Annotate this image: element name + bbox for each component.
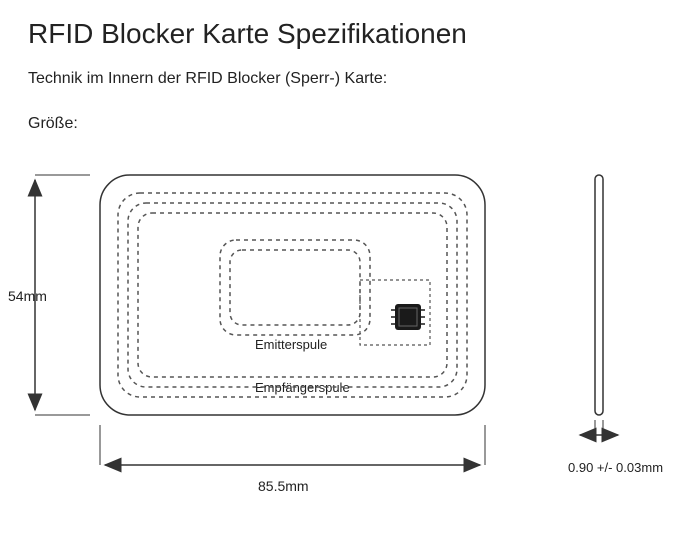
technical-diagram bbox=[0, 0, 700, 538]
receiver-coil-turn bbox=[118, 193, 467, 397]
emitter-coil-turn bbox=[230, 250, 360, 325]
height-dimension bbox=[35, 175, 90, 415]
receiver-coil-turn bbox=[138, 213, 447, 377]
receiver-coil-turn bbox=[128, 203, 457, 387]
width-dimension bbox=[100, 425, 485, 465]
emitter-coil-turn bbox=[220, 240, 370, 335]
thickness-dimension bbox=[580, 420, 618, 435]
card-outline bbox=[100, 175, 485, 415]
chip-icon bbox=[391, 304, 425, 330]
card-side-profile bbox=[595, 175, 603, 415]
